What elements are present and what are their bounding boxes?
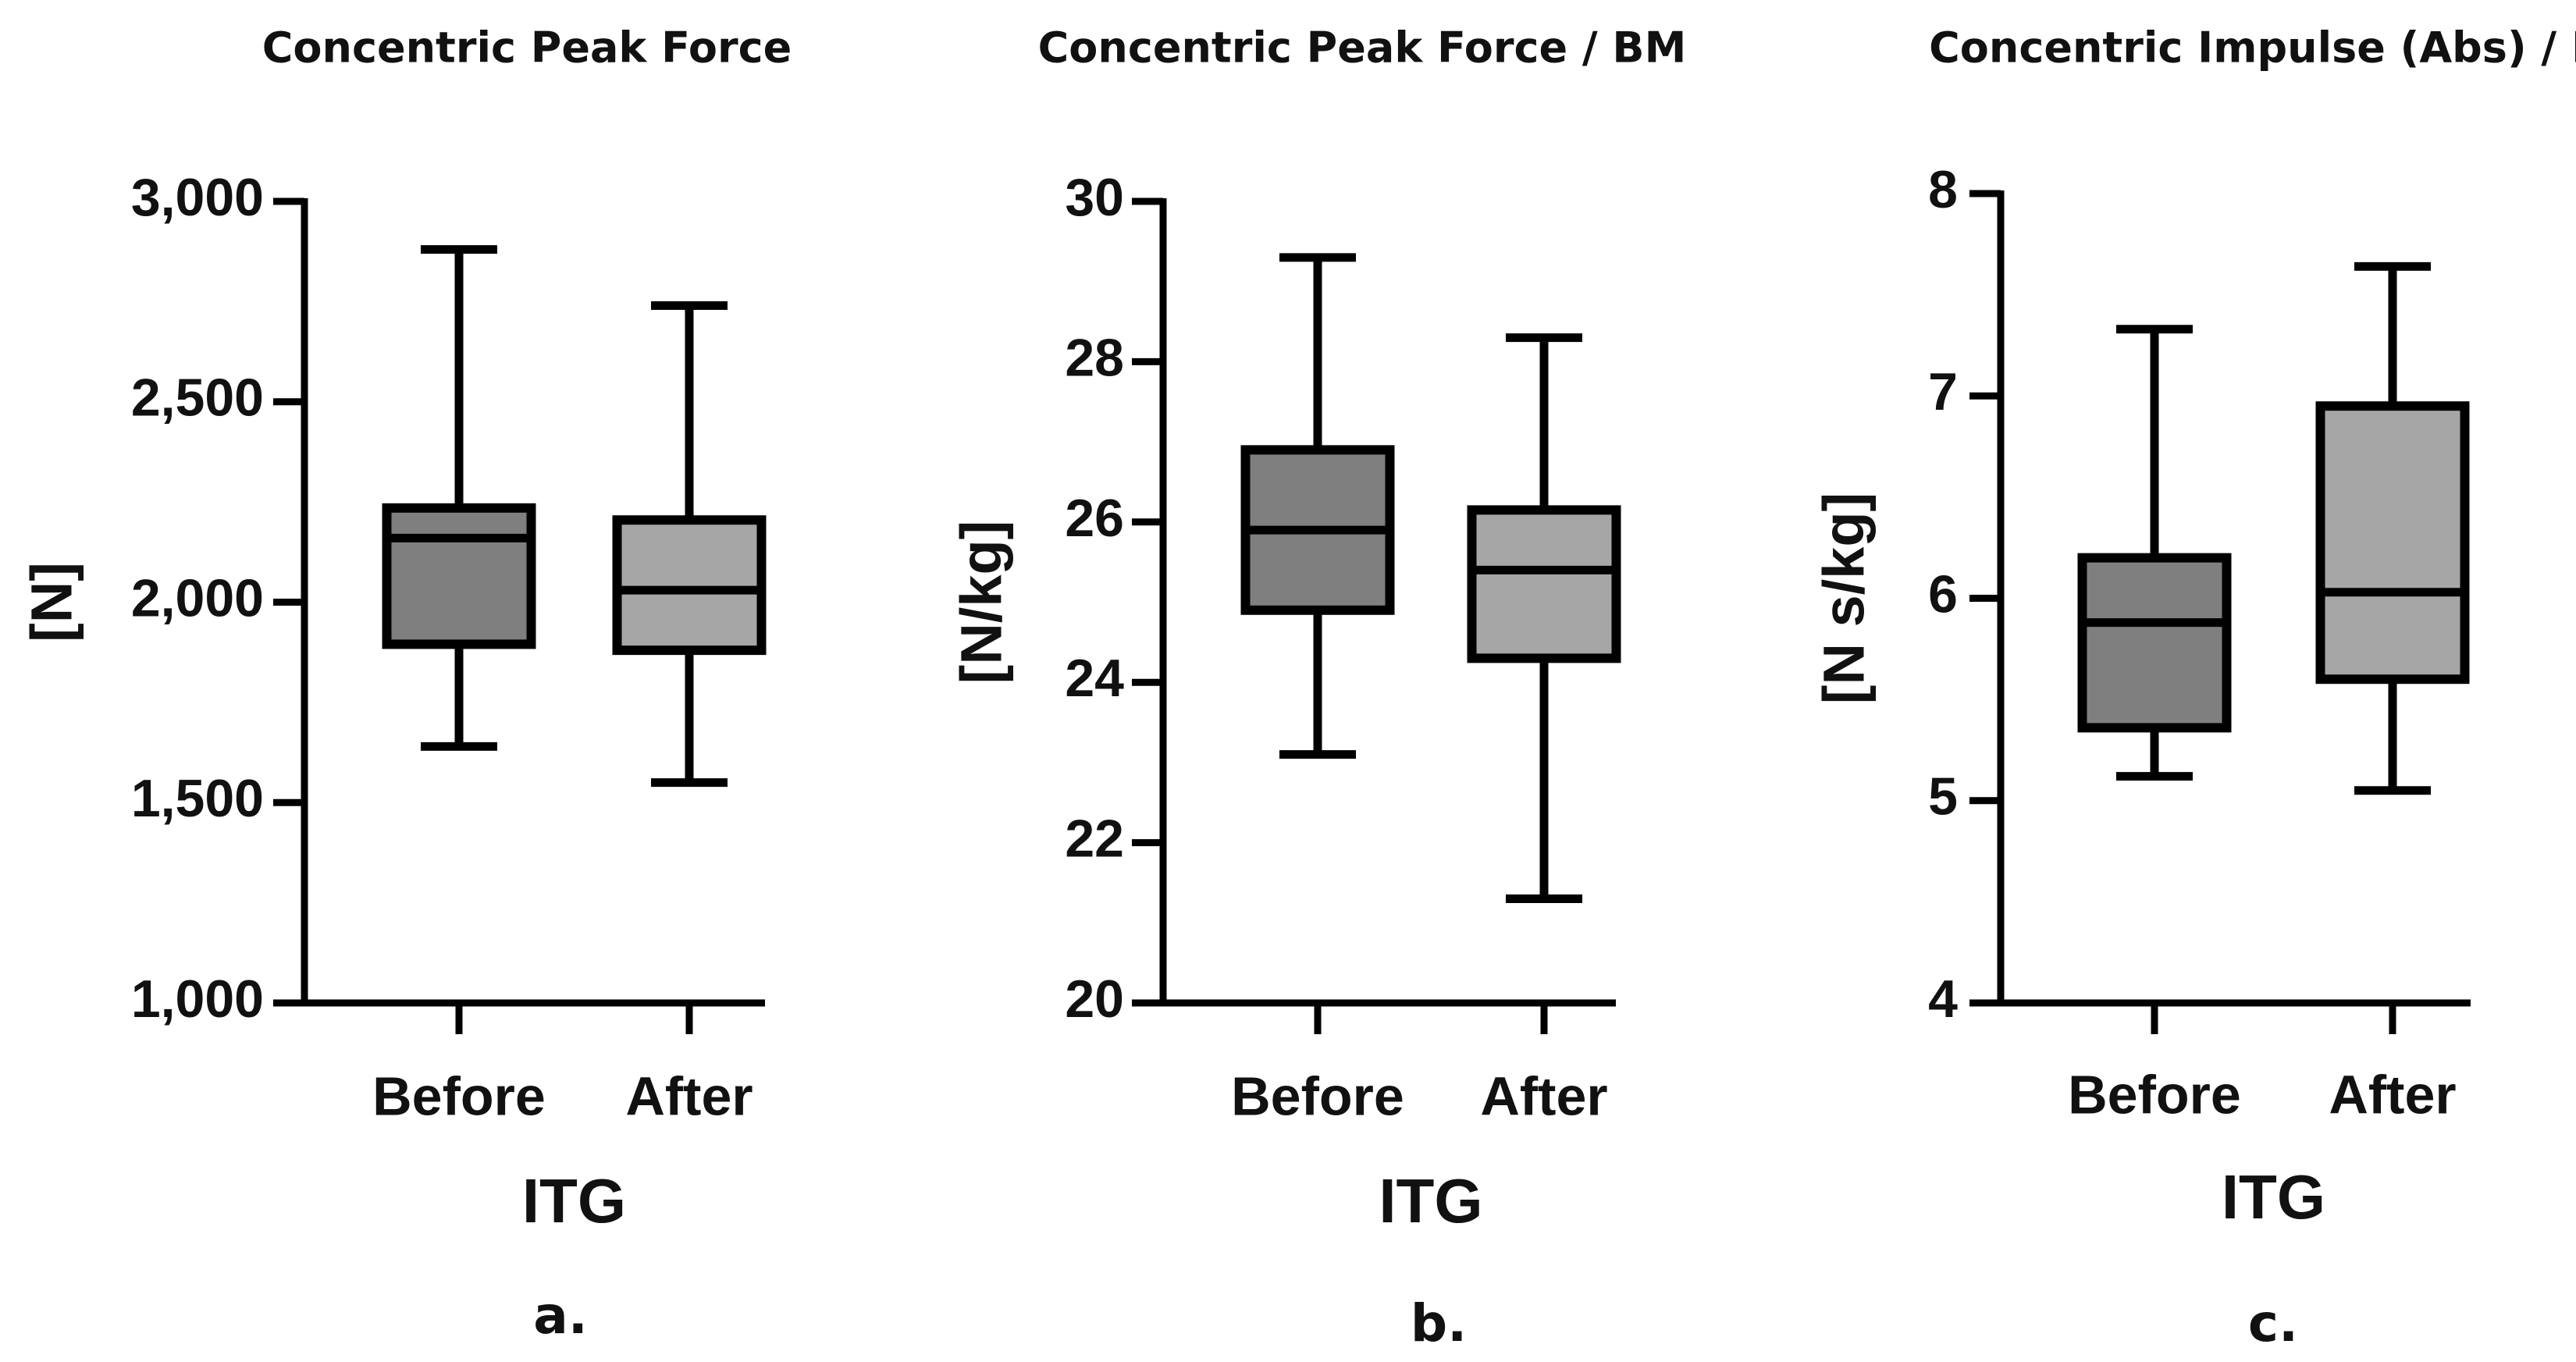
y-tick-label: 8: [1928, 160, 1958, 219]
box-after: [612, 301, 767, 788]
y-tick-label: 3,000: [131, 168, 264, 227]
box-before: [382, 245, 536, 751]
iqr-box: [612, 515, 767, 656]
y-axis-label: [N/kg]: [949, 521, 1014, 685]
x-axis-title: ITG: [1379, 1166, 1482, 1236]
y-tick-label: 5: [1928, 767, 1958, 827]
panel-title: Concentric Impulse (Abs) / BM: [1929, 23, 2576, 73]
box-after: [1467, 333, 1621, 903]
x-category-label: Before: [2068, 1064, 2241, 1125]
y-tick-label: 30: [1065, 168, 1124, 227]
box-before: [1240, 253, 1395, 759]
y-tick-label: 2,500: [131, 368, 264, 428]
y-axis-label: [N s/kg]: [1812, 493, 1877, 704]
panel-title: Concentric Peak Force / BM: [1038, 23, 1687, 73]
y-tick-label: 4: [1928, 969, 1958, 1029]
x-category-label: Before: [372, 1065, 546, 1126]
panel-2: Concentric Peak Force / BM 20 22 24 26 28 30 Be…: [949, 23, 1687, 1353]
panel-1: Concentric Peak Force 1,000 1,500 2,000 2,50…: [20, 23, 792, 1346]
y-tick-label: 28: [1065, 328, 1124, 387]
panel-letter: b.: [1411, 1293, 1467, 1353]
y-tick-label: 24: [1065, 649, 1124, 708]
iqr-box: [382, 503, 536, 649]
iqr-box: [2077, 553, 2232, 733]
panel-letter: c.: [2248, 1293, 2298, 1353]
y-tick-label: 2,000: [131, 568, 264, 628]
iqr-box: [2315, 401, 2470, 685]
panel-title: Concentric Peak Force: [262, 23, 792, 73]
panel-3: Concentric Impulse (Abs) / BM 4 5 6 7 8 Before…: [1812, 23, 2576, 1353]
y-tick-label: 7: [1928, 362, 1958, 421]
y-tick-label: 1,000: [131, 969, 264, 1029]
y-tick-label: 20: [1065, 969, 1124, 1029]
x-category-label: After: [2329, 1064, 2456, 1125]
x-axis-title: ITG: [522, 1166, 626, 1236]
x-category-label: After: [625, 1065, 753, 1126]
box-after: [2315, 261, 2470, 795]
y-axis-label: [N]: [20, 562, 84, 642]
y-tick-label: 22: [1065, 809, 1124, 869]
y-tick-label: 6: [1928, 564, 1958, 624]
y-tick-label: 26: [1065, 489, 1124, 548]
y-tick-label: 1,500: [131, 769, 264, 828]
x-axis-title: ITG: [2222, 1162, 2325, 1232]
panel-letter: a.: [533, 1286, 588, 1346]
iqr-box: [1467, 505, 1621, 663]
box-before: [2077, 325, 2232, 781]
x-category-label: Before: [1231, 1065, 1404, 1126]
x-category-label: After: [1480, 1065, 1607, 1126]
